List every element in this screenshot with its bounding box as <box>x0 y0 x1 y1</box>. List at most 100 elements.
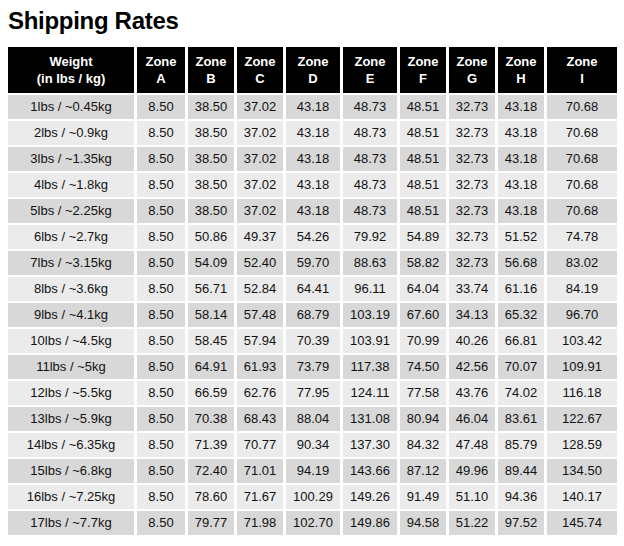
rate-cell: 94.58 <box>400 511 446 535</box>
rate-cell: 83.02 <box>547 251 617 275</box>
column-header-line1: Zone <box>344 53 396 70</box>
rate-cell: 56.71 <box>188 277 234 301</box>
rate-cell: 122.67 <box>547 407 617 431</box>
rate-cell: 70.68 <box>547 199 617 223</box>
rate-cell: 87.12 <box>400 459 446 483</box>
rate-cell: 32.73 <box>449 121 495 145</box>
rate-cell: 116.18 <box>547 381 617 405</box>
rate-cell: 48.73 <box>343 199 397 223</box>
rate-cell: 88.63 <box>343 251 397 275</box>
rate-cell: 48.73 <box>343 147 397 171</box>
rate-cell: 67.60 <box>400 303 446 327</box>
weight-cell: 10lbs / ~4.5kg <box>8 329 134 353</box>
rate-cell: 57.48 <box>237 303 283 327</box>
rate-cell: 32.73 <box>449 147 495 171</box>
column-header-line1: Zone <box>138 53 184 70</box>
weight-cell: 6lbs / ~2.7kg <box>8 225 134 249</box>
table-row: 6lbs / ~2.7kg8.5050.8649.3754.2679.9254.… <box>8 225 617 249</box>
rate-cell: 143.66 <box>343 459 397 483</box>
rate-cell: 37.02 <box>237 147 283 171</box>
rate-cell: 74.02 <box>498 381 544 405</box>
rate-cell: 8.50 <box>137 485 185 509</box>
rate-cell: 43.18 <box>286 95 340 119</box>
rate-cell: 70.39 <box>286 329 340 353</box>
table-row: 2lbs / ~0.9kg8.5038.5037.0243.1848.7348.… <box>8 121 617 145</box>
rate-cell: 48.73 <box>343 173 397 197</box>
rate-cell: 8.50 <box>137 433 185 457</box>
rate-cell: 71.67 <box>237 485 283 509</box>
rate-cell: 74.50 <box>400 355 446 379</box>
table-row: 11lbs / ~5kg8.5064.9161.9373.79117.3874.… <box>8 355 617 379</box>
rate-cell: 137.30 <box>343 433 397 457</box>
weight-cell: 4lbs / ~1.8kg <box>8 173 134 197</box>
rate-cell: 43.18 <box>498 95 544 119</box>
rate-cell: 8.50 <box>137 225 185 249</box>
rate-cell: 79.77 <box>188 511 234 535</box>
rate-cell: 43.76 <box>449 381 495 405</box>
table-body: 1lbs / ~0.45kg8.5038.5037.0243.1848.7348… <box>8 95 617 535</box>
column-header-line1: Zone <box>450 53 494 70</box>
weight-cell: 14lbs / ~6.35kg <box>8 433 134 457</box>
rate-cell: 70.68 <box>547 121 617 145</box>
table-row: 4lbs / ~1.8kg8.5038.5037.0243.1848.7348.… <box>8 173 617 197</box>
weight-cell: 8lbs / ~3.6kg <box>8 277 134 301</box>
column-header-line2: A <box>138 70 184 87</box>
rate-cell: 61.16 <box>498 277 544 301</box>
rate-cell: 100.29 <box>286 485 340 509</box>
column-header-line2: B <box>189 70 233 87</box>
rate-cell: 8.50 <box>137 303 185 327</box>
column-header-line1: Zone <box>189 53 233 70</box>
rate-cell: 88.04 <box>286 407 340 431</box>
rate-cell: 37.02 <box>237 121 283 145</box>
rate-cell: 43.18 <box>498 199 544 223</box>
weight-cell: 9lbs / ~4.1kg <box>8 303 134 327</box>
rate-cell: 89.44 <box>498 459 544 483</box>
rate-cell: 58.14 <box>188 303 234 327</box>
rate-cell: 73.79 <box>286 355 340 379</box>
rate-cell: 149.26 <box>343 485 397 509</box>
table-row: 12lbs / ~5.5kg8.5066.5962.7677.95124.117… <box>8 381 617 405</box>
rate-cell: 33.74 <box>449 277 495 301</box>
rate-cell: 70.68 <box>547 147 617 171</box>
table-row: 15lbs / ~6.8kg8.5072.4071.0194.19143.668… <box>8 459 617 483</box>
rate-cell: 8.50 <box>137 407 185 431</box>
rate-cell: 47.48 <box>449 433 495 457</box>
rate-cell: 64.41 <box>286 277 340 301</box>
column-header-line1: Zone <box>499 53 543 70</box>
column-header-zone-b: ZoneB <box>188 47 234 93</box>
rate-cell: 66.81 <box>498 329 544 353</box>
column-header-weight: Weight(in lbs / kg) <box>8 47 134 93</box>
rate-cell: 42.56 <box>449 355 495 379</box>
rate-cell: 8.50 <box>137 511 185 535</box>
rate-cell: 103.91 <box>343 329 397 353</box>
rate-cell: 38.50 <box>188 173 234 197</box>
rate-cell: 43.18 <box>498 121 544 145</box>
rate-cell: 43.18 <box>286 199 340 223</box>
rate-cell: 74.78 <box>547 225 617 249</box>
rate-cell: 94.36 <box>498 485 544 509</box>
column-header-line2: I <box>548 70 616 87</box>
column-header-line1: Zone <box>238 53 282 70</box>
rate-cell: 94.19 <box>286 459 340 483</box>
rate-cell: 84.32 <box>400 433 446 457</box>
rate-cell: 38.50 <box>188 199 234 223</box>
rate-cell: 134.50 <box>547 459 617 483</box>
shipping-rates-table: Weight(in lbs / kg)ZoneAZoneBZoneCZoneDZ… <box>5 45 620 537</box>
rate-cell: 78.60 <box>188 485 234 509</box>
rate-cell: 64.04 <box>400 277 446 301</box>
rate-cell: 52.84 <box>237 277 283 301</box>
rate-cell: 72.40 <box>188 459 234 483</box>
rate-cell: 48.73 <box>343 95 397 119</box>
rate-cell: 85.79 <box>498 433 544 457</box>
weight-cell: 7lbs / ~3.15kg <box>8 251 134 275</box>
column-header-zone-f: ZoneF <box>400 47 446 93</box>
rate-cell: 68.43 <box>237 407 283 431</box>
page-title: Shipping Rates <box>8 8 624 34</box>
column-header-line1: Zone <box>287 53 339 70</box>
column-header-line1: Zone <box>401 53 445 70</box>
rate-cell: 32.73 <box>449 199 495 223</box>
rate-cell: 103.42 <box>547 329 617 353</box>
rate-cell: 96.70 <box>547 303 617 327</box>
rate-cell: 79.92 <box>343 225 397 249</box>
column-header-line2: F <box>401 70 445 87</box>
